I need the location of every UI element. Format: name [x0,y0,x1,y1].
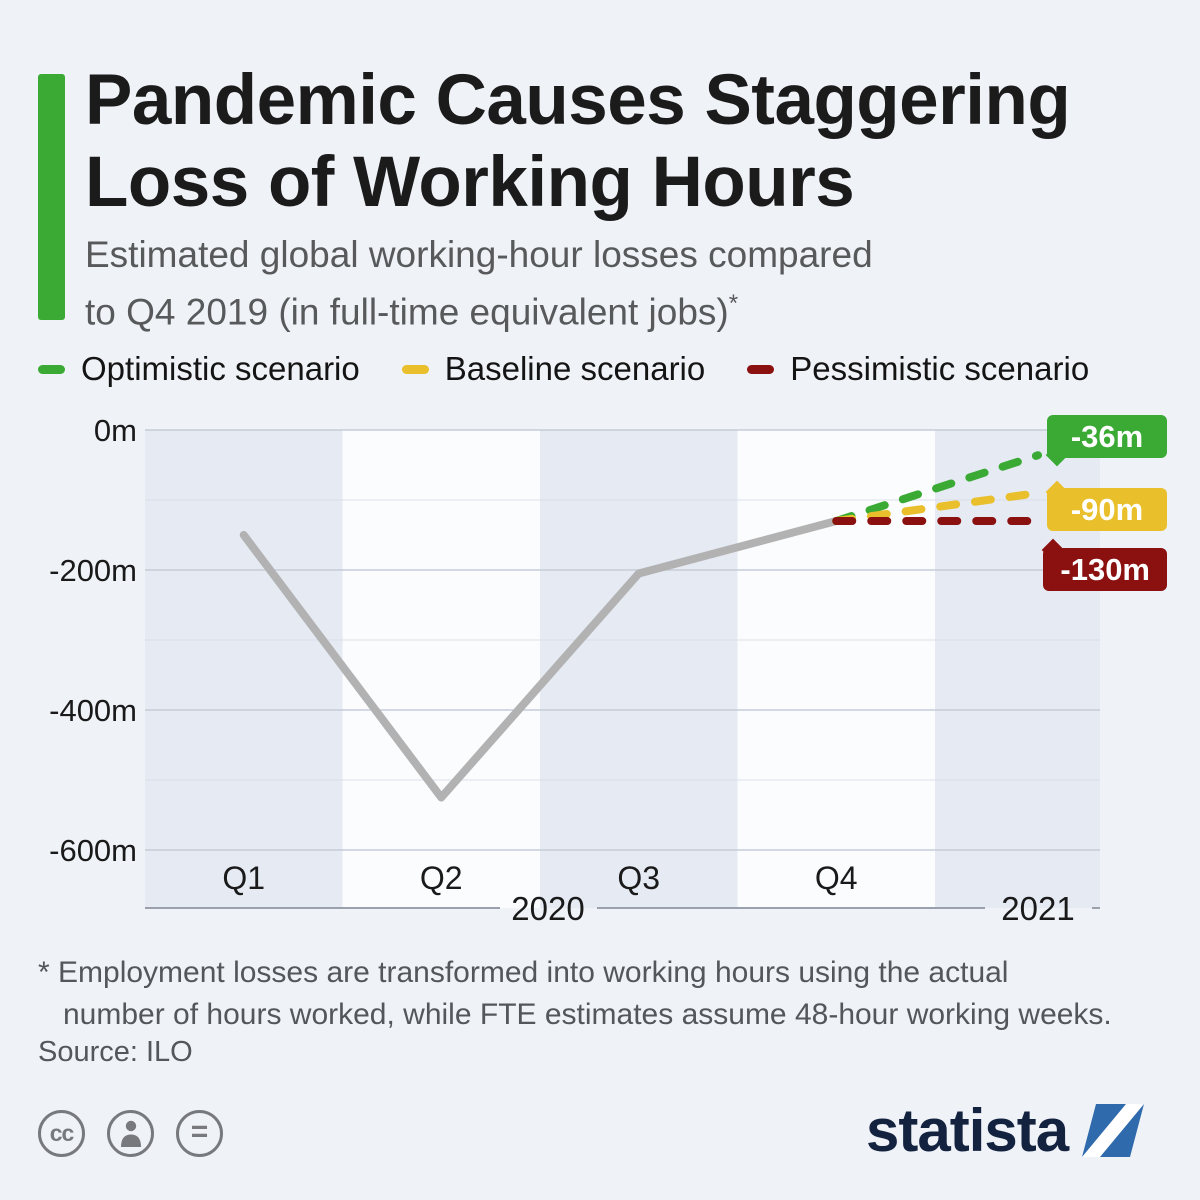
quarter-band [540,430,738,908]
footnote-line-2: number of hours worked, while FTE estima… [63,998,1112,1031]
subtitle-line-1: Estimated global working-hour losses com… [85,234,873,275]
footnote: * Employment losses are transformed into… [38,952,1112,1036]
y-axis-tick-label: 0m [94,413,137,448]
title-line-1: Pandemic Causes Staggering [85,61,1071,140]
quarter-band [145,430,343,908]
legend-label-baseline: Baseline scenario [444,350,706,387]
footnote-mark: * [728,290,739,317]
statista-logo[interactable]: statista [866,1096,1145,1165]
optimistic-value-label: -36m [1070,418,1144,454]
actual-losses-line [239,517,841,802]
cc-glyph: cc [49,1120,75,1146]
legend-item-baseline: Baseline scenario [401,350,706,388]
creative-commons-icon[interactable]: cc [38,1110,85,1157]
optimistic-swatch-icon [38,364,65,374]
pessimistic-value-label: -130m [1060,551,1150,587]
projection-line-baseline [832,489,1042,525]
x-axis-tick-label: Q2 [420,860,463,896]
pessimistic-swatch-icon [747,364,775,374]
statista-wordmark: statista [866,1097,1069,1164]
page-title: Pandemic Causes Staggering Loss of Workin… [85,60,1071,224]
statista-logo-icon [1082,1103,1145,1157]
baseline-value-label: -90m [1070,491,1144,527]
source-label: Source: ILO [38,1036,193,1068]
y-axis-tick-label: -400m [49,693,137,728]
legend-item-pessimistic: Pessimistic scenario [747,350,1089,388]
legend-item-optimistic: Optimistic scenario [38,350,360,388]
optimistic-value-badge: -36m [1045,415,1167,467]
equal-glyph: = [190,1115,209,1148]
license-icons: cc = [38,1110,223,1157]
x-axis-tick-label: Q4 [815,860,858,896]
projection-line-optimistic [832,451,1042,525]
x-axis-tick-label: Q1 [222,860,265,896]
subtitle-line-2: to Q4 2019 (in full-time equivalent jobs… [85,291,729,333]
no-derivatives-icon[interactable]: = [176,1110,223,1157]
y-axis-tick-label: -600m [49,833,137,868]
title-accent-bar [38,74,65,320]
y-axis-tick-label: -200m [49,553,137,588]
pessimistic-value-badge: -130m [1042,538,1167,591]
title-line-2: Loss of Working Hours [85,143,855,222]
x-axis-tick-label: Q3 [617,860,660,896]
year-label: 2020 [511,890,584,927]
person-glyph [120,1120,141,1147]
baseline-value-badge: -90m [1045,480,1167,531]
footnote-line-1: * Employment losses are transformed into… [38,956,1009,989]
baseline-swatch-icon [401,364,429,374]
attribution-person-icon[interactable] [107,1110,154,1157]
legend-label-pessimistic: Pessimistic scenario [790,350,1090,387]
legend: Optimistic scenario Baseline scenario Pe… [38,350,1089,388]
legend-label-optimistic: Optimistic scenario [81,350,360,387]
year-label: 2021 [1001,890,1074,927]
page-subtitle: Estimated global working-hour losses com… [85,230,873,336]
